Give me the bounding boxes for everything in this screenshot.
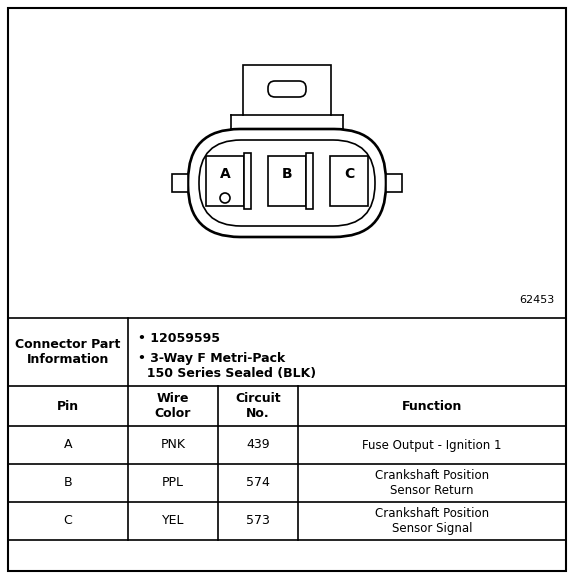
Text: 573: 573 [246, 515, 270, 527]
Bar [206, 156, 244, 206]
Text: PNK: PNK [161, 438, 185, 452]
Text: Crankshaft Position
Sensor Signal: Crankshaft Position Sensor Signal [375, 507, 489, 535]
Circle shape [220, 193, 230, 203]
Text: C: C [64, 515, 72, 527]
Text: Crankshaft Position
Sensor Return: Crankshaft Position Sensor Return [375, 469, 489, 497]
Text: PPL: PPL [162, 477, 184, 489]
Text: YEL: YEL [162, 515, 184, 527]
FancyBboxPatch shape [188, 129, 386, 237]
Text: 574: 574 [246, 477, 270, 489]
Text: A: A [220, 167, 230, 181]
Text: Circuit
No.: Circuit No. [235, 392, 281, 420]
Text: Function: Function [402, 400, 462, 412]
Bar [172, 174, 188, 192]
Bar [386, 174, 402, 192]
Bar [330, 156, 368, 206]
Text: 439: 439 [246, 438, 270, 452]
Bar [306, 153, 313, 209]
Text: Fuse Output - Ignition 1: Fuse Output - Ignition 1 [362, 438, 502, 452]
Text: B: B [282, 167, 292, 181]
Text: 62453: 62453 [519, 295, 554, 305]
Bar [243, 65, 331, 115]
FancyBboxPatch shape [268, 81, 306, 97]
Text: Connector Part
Information: Connector Part Information [15, 338, 121, 366]
Text: • 12059595: • 12059595 [138, 332, 220, 345]
Text: B: B [64, 477, 72, 489]
Text: Wire
Color: Wire Color [155, 392, 191, 420]
Bar [244, 153, 251, 209]
Text: A: A [64, 438, 72, 452]
Text: • 3-Way F Metri-Pack
  150 Series Sealed (BLK): • 3-Way F Metri-Pack 150 Series Sealed (… [138, 352, 316, 380]
Text: Pin: Pin [57, 400, 79, 412]
Bar [268, 156, 306, 206]
FancyBboxPatch shape [199, 140, 375, 226]
Text: C: C [344, 167, 354, 181]
